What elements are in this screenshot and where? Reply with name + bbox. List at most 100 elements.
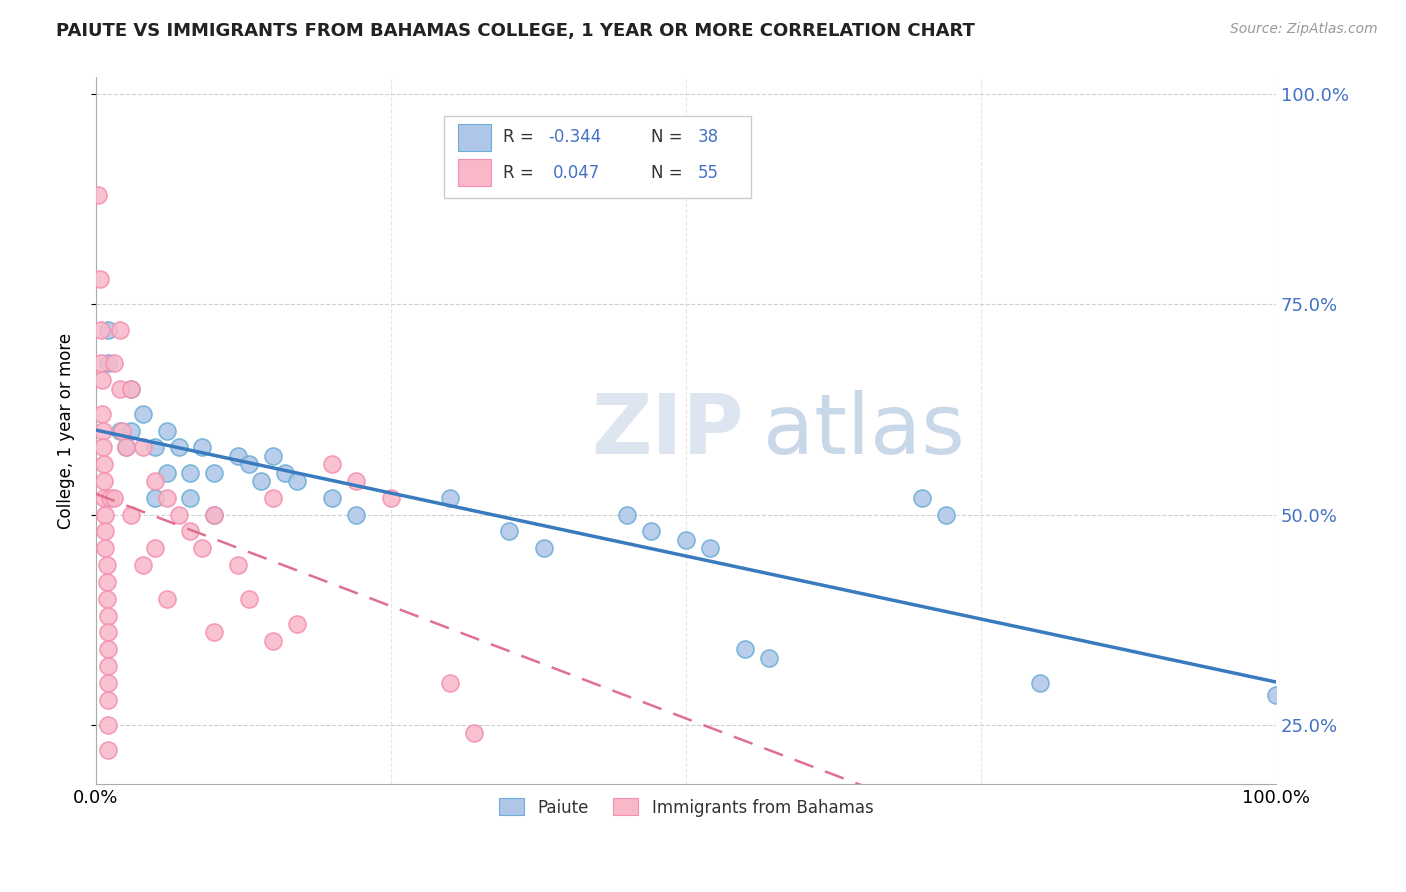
Point <box>97 642 120 657</box>
Point <box>97 608 120 623</box>
Point <box>90 323 112 337</box>
Point <box>103 356 125 370</box>
Point <box>143 541 166 556</box>
Point <box>463 726 485 740</box>
Point <box>97 676 120 690</box>
Text: -0.344: -0.344 <box>548 128 602 146</box>
Point <box>226 558 249 573</box>
Point <box>935 508 957 522</box>
Point <box>179 491 201 505</box>
Point <box>202 466 225 480</box>
Point <box>90 356 112 370</box>
Point <box>191 441 214 455</box>
Point <box>202 508 225 522</box>
Point <box>97 743 120 757</box>
Point <box>143 491 166 505</box>
Text: 55: 55 <box>697 164 718 182</box>
Point <box>93 491 115 505</box>
Point <box>439 676 461 690</box>
Point <box>108 424 131 438</box>
Point <box>120 424 142 438</box>
Point <box>97 356 120 370</box>
Point <box>262 449 284 463</box>
Point <box>380 491 402 505</box>
Point <box>1029 676 1052 690</box>
Point <box>675 533 697 547</box>
Point <box>274 466 297 480</box>
Point <box>96 591 118 606</box>
Point <box>114 441 136 455</box>
Point <box>250 474 273 488</box>
Point <box>734 642 756 657</box>
Point <box>202 508 225 522</box>
Point <box>156 491 179 505</box>
Point <box>108 382 131 396</box>
Point <box>90 407 112 421</box>
Point <box>758 650 780 665</box>
Point <box>911 491 934 505</box>
Text: R =: R = <box>503 128 538 146</box>
Point <box>97 718 120 732</box>
Point <box>108 323 131 337</box>
Point <box>93 474 115 488</box>
Text: N =: N = <box>651 164 688 182</box>
Text: PAIUTE VS IMMIGRANTS FROM BAHAMAS COLLEGE, 1 YEAR OR MORE CORRELATION CHART: PAIUTE VS IMMIGRANTS FROM BAHAMAS COLLEG… <box>56 22 976 40</box>
Text: 38: 38 <box>697 128 718 146</box>
Point <box>238 457 260 471</box>
Point <box>97 323 120 337</box>
Point <box>1265 689 1288 703</box>
Text: N =: N = <box>651 128 688 146</box>
Point <box>143 441 166 455</box>
Point <box>91 424 114 438</box>
Point <box>262 633 284 648</box>
FancyBboxPatch shape <box>458 124 491 151</box>
Point <box>167 441 190 455</box>
Point <box>94 524 117 539</box>
Point <box>191 541 214 556</box>
Text: R =: R = <box>503 164 538 182</box>
Point <box>120 382 142 396</box>
Point <box>439 491 461 505</box>
Point <box>87 188 110 202</box>
Point <box>114 441 136 455</box>
Point <box>94 541 117 556</box>
Point <box>97 625 120 640</box>
Text: ZIP: ZIP <box>592 390 744 471</box>
Point <box>132 441 155 455</box>
Point <box>111 424 134 438</box>
Point <box>202 625 225 640</box>
Point <box>321 457 343 471</box>
Point <box>97 659 120 673</box>
Point <box>120 382 142 396</box>
Text: atlas: atlas <box>762 390 965 471</box>
Point <box>616 508 638 522</box>
Point <box>285 617 308 632</box>
Point <box>344 508 367 522</box>
Point <box>167 508 190 522</box>
Point <box>89 272 111 286</box>
Point <box>498 524 520 539</box>
Point <box>94 508 117 522</box>
Point <box>97 692 120 706</box>
Point <box>143 474 166 488</box>
Point <box>179 524 201 539</box>
Point <box>533 541 555 556</box>
Point <box>96 574 118 589</box>
Point <box>321 491 343 505</box>
Point <box>156 591 179 606</box>
Y-axis label: College, 1 year or more: College, 1 year or more <box>58 333 75 529</box>
Point <box>132 558 155 573</box>
Point <box>699 541 721 556</box>
Point <box>93 457 115 471</box>
Point <box>156 466 179 480</box>
Point <box>285 474 308 488</box>
Point <box>226 449 249 463</box>
Text: Source: ZipAtlas.com: Source: ZipAtlas.com <box>1230 22 1378 37</box>
Point <box>156 424 179 438</box>
Point <box>262 491 284 505</box>
Text: 0.047: 0.047 <box>553 164 600 182</box>
Point <box>120 508 142 522</box>
Point <box>96 558 118 573</box>
FancyBboxPatch shape <box>444 116 751 197</box>
Point <box>103 491 125 505</box>
